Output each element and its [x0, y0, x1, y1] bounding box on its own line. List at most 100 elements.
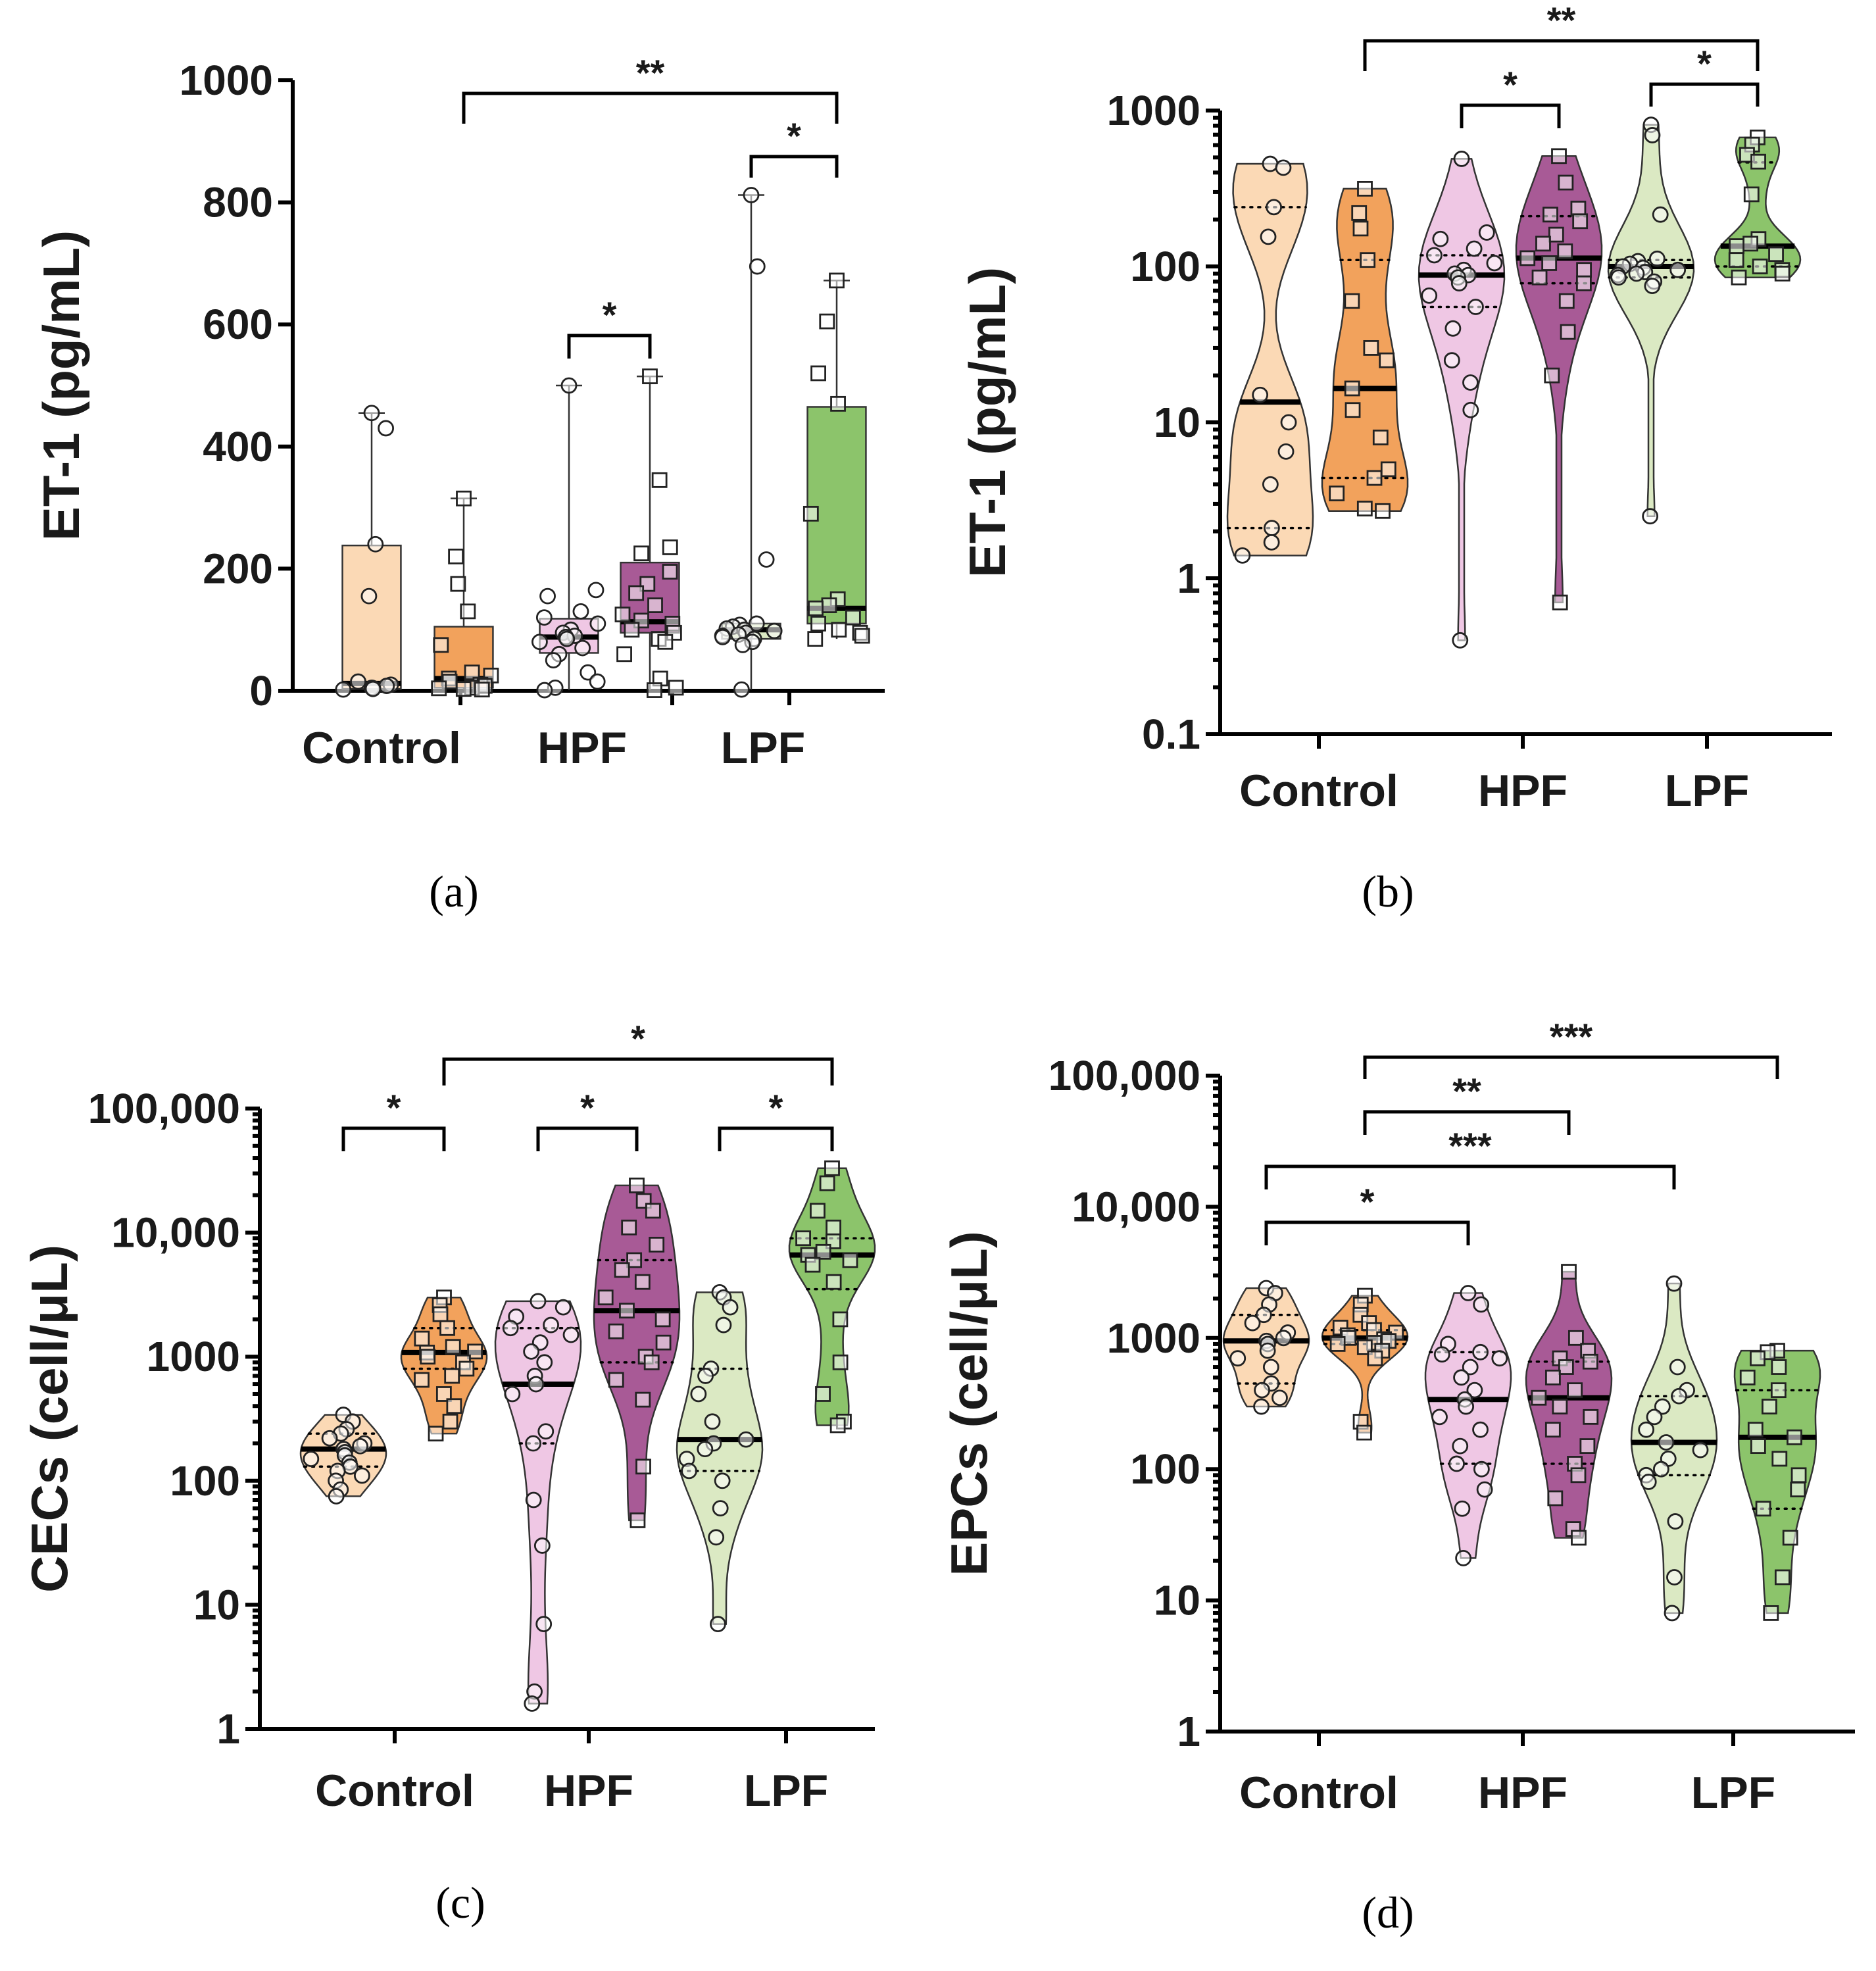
- data-point: [1531, 269, 1548, 286]
- data-point: [842, 1252, 858, 1268]
- series-control-circle: [1226, 155, 1314, 564]
- data-point: [545, 652, 562, 668]
- data-point: [303, 1451, 320, 1467]
- data-point: [1742, 236, 1759, 252]
- data-point: [1652, 206, 1669, 223]
- data-point: [1426, 247, 1443, 264]
- data-point: [655, 1334, 672, 1351]
- data-point: [1579, 1438, 1596, 1454]
- panel-label: (a): [429, 866, 478, 916]
- y-tick-label: 200: [203, 545, 273, 592]
- data-point: [1275, 1330, 1292, 1347]
- panel-a: 0 200 400 600 800 1000 Control HPF LPF ET-1 (pg/m…: [32, 52, 885, 916]
- series-lpf-circle: [676, 1284, 764, 1633]
- x-tick-label: HPF: [537, 723, 627, 773]
- data-point: [647, 597, 663, 613]
- data-point: [420, 1349, 436, 1365]
- data-point: [649, 1236, 665, 1253]
- y-tick-label: 1000: [1107, 1314, 1200, 1362]
- panel-c: 1 10 100 1000 10,000 100,000 Control HPF LPF CECs…: [20, 1018, 876, 1928]
- data-point: [1582, 1353, 1598, 1370]
- data-point: [815, 1386, 831, 1402]
- data-point: [1570, 1467, 1587, 1484]
- series-control-circle: [299, 1407, 387, 1505]
- data-point: [1560, 324, 1576, 340]
- data-point: [697, 1441, 714, 1458]
- data-point: [558, 630, 576, 647]
- data-point: [1774, 265, 1790, 282]
- data-point: [1473, 1460, 1490, 1478]
- data-point: [1557, 243, 1573, 259]
- data-point: [530, 1293, 547, 1310]
- series-hpf-circle: [531, 377, 606, 699]
- data-point: [464, 664, 480, 681]
- data-point: [1455, 1549, 1472, 1566]
- data-point: [819, 1175, 835, 1191]
- data-point: [1575, 275, 1592, 291]
- data-point: [830, 395, 846, 412]
- data-point: [697, 1368, 714, 1384]
- data-point: [1535, 236, 1551, 252]
- data-point: [1628, 265, 1645, 282]
- data-point: [1443, 352, 1460, 369]
- series-hpf-square: [1515, 148, 1603, 611]
- significance-bracket: [1264, 1164, 1676, 1189]
- data-point: [681, 1462, 697, 1480]
- data-point: [1491, 1350, 1508, 1367]
- series-lpf-square: [802, 272, 870, 647]
- data-point: [1558, 1359, 1574, 1375]
- data-point: [1345, 402, 1361, 418]
- data-point: [458, 1360, 475, 1377]
- significance-label: *: [1360, 1181, 1375, 1222]
- significance-bracket: [1363, 1055, 1779, 1079]
- significance-label: **: [1547, 0, 1576, 41]
- data-point: [446, 1398, 462, 1414]
- y-tick-label: 600: [203, 301, 273, 348]
- data-point: [555, 1299, 572, 1316]
- data-point: [537, 1423, 555, 1440]
- data-point: [1262, 476, 1279, 493]
- y-tick-label: 1000: [147, 1333, 240, 1380]
- data-point: [810, 616, 826, 632]
- violin: [1424, 1292, 1512, 1559]
- data-point: [1375, 503, 1391, 519]
- data-point: [525, 1491, 542, 1509]
- data-point: [1260, 228, 1277, 245]
- data-point: [645, 1203, 661, 1219]
- data-point: [531, 634, 548, 651]
- significance-label: *: [580, 1087, 595, 1128]
- series-control-circle: [335, 405, 402, 698]
- y-tick-label: 100: [1130, 243, 1200, 290]
- series-lpf-circle: [714, 187, 783, 698]
- x-tick-label: LPF: [1665, 766, 1749, 816]
- series-hpf-circle: [1424, 1285, 1512, 1566]
- data-point: [1379, 352, 1395, 368]
- data-point: [1466, 1382, 1483, 1399]
- data-point: [1244, 1314, 1261, 1332]
- data-point: [810, 365, 826, 382]
- data-point: [572, 603, 589, 620]
- data-point: [1271, 1389, 1288, 1407]
- significance-label: ***: [1448, 1125, 1492, 1166]
- data-point: [1234, 547, 1251, 564]
- violin: [1525, 1270, 1613, 1539]
- data-point: [467, 1343, 483, 1360]
- data-point: [1644, 278, 1661, 295]
- significance-label: *: [769, 1087, 783, 1128]
- significance-bracket: [567, 334, 652, 359]
- data-point: [1367, 1350, 1383, 1366]
- data-point: [455, 681, 472, 697]
- data-point: [854, 628, 870, 644]
- data-point: [1648, 250, 1666, 267]
- data-point: [1360, 252, 1376, 268]
- data-point: [1280, 414, 1297, 431]
- data-point: [802, 505, 819, 522]
- y-axis-label: CECs (cell/μL): [20, 1245, 78, 1593]
- data-point: [1452, 1437, 1469, 1455]
- data-point: [1728, 252, 1744, 268]
- data-point: [1476, 1481, 1493, 1498]
- series-control-square: [431, 490, 499, 698]
- data-point: [629, 1512, 646, 1528]
- data-point: [737, 1431, 754, 1448]
